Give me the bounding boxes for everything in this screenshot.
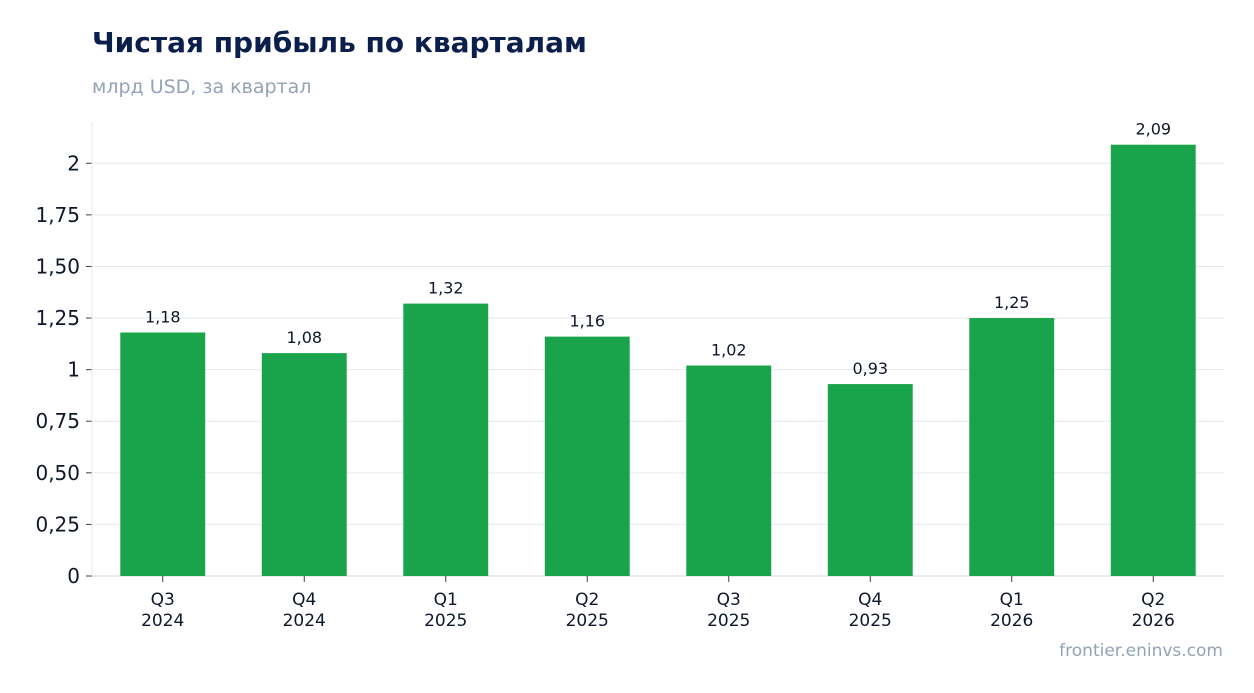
chart-subtitle: млрд USD, за квартал bbox=[92, 76, 312, 98]
source-credit: frontier.eninvs.com bbox=[1059, 641, 1223, 661]
bar-value-label: 1,16 bbox=[569, 312, 605, 331]
x-tick-label-year: 2025 bbox=[707, 611, 750, 631]
y-tick-label: 0 bbox=[67, 564, 80, 588]
x-tick-label-year: 2025 bbox=[849, 611, 892, 631]
bar bbox=[686, 365, 772, 576]
x-tick-label-quarter: Q4 bbox=[858, 590, 882, 610]
chart-title: Чистая прибыль по кварталам bbox=[92, 26, 587, 59]
y-tick-label: 2 bbox=[67, 151, 80, 175]
bar bbox=[261, 353, 347, 576]
y-tick-label: 0,25 bbox=[35, 512, 80, 536]
y-tick-label: 1 bbox=[67, 358, 80, 382]
x-tick-label-quarter: Q3 bbox=[717, 590, 741, 610]
bar bbox=[969, 318, 1055, 576]
x-tick-label-year: 2024 bbox=[283, 611, 326, 631]
bar bbox=[403, 303, 489, 576]
x-tick-label-year: 2024 bbox=[141, 611, 184, 631]
x-tick-label-quarter: Q2 bbox=[575, 590, 599, 610]
bar bbox=[120, 332, 206, 576]
bar-value-label: 1,08 bbox=[286, 328, 322, 347]
x-tick-label-year: 2026 bbox=[990, 611, 1033, 631]
bar-value-label: 0,93 bbox=[852, 359, 888, 378]
bar bbox=[827, 384, 913, 576]
bar-value-label: 1,32 bbox=[428, 279, 464, 298]
y-tick-label: 1,50 bbox=[35, 254, 80, 278]
y-tick-label: 0,75 bbox=[35, 409, 80, 433]
bar bbox=[1110, 144, 1196, 576]
bar-value-label: 1,25 bbox=[994, 293, 1030, 312]
y-tick-label: 0,50 bbox=[35, 461, 80, 485]
bar-value-label: 1,18 bbox=[145, 307, 181, 326]
y-tick-label: 1,75 bbox=[35, 203, 80, 227]
x-tick-label-quarter: Q4 bbox=[292, 590, 316, 610]
x-tick-label-quarter: Q2 bbox=[1141, 590, 1165, 610]
bar bbox=[544, 336, 630, 576]
x-tick-label-quarter: Q1 bbox=[1000, 590, 1024, 610]
x-tick-label-year: 2026 bbox=[1132, 611, 1175, 631]
x-tick-label-year: 2025 bbox=[566, 611, 609, 631]
x-tick-label-year: 2025 bbox=[424, 611, 467, 631]
x-tick-label-quarter: Q3 bbox=[151, 590, 175, 610]
y-tick-label: 1,25 bbox=[35, 306, 80, 330]
bar-value-label: 2,09 bbox=[1135, 120, 1171, 139]
bar-value-label: 1,02 bbox=[711, 341, 747, 360]
x-tick-label-quarter: Q1 bbox=[434, 590, 458, 610]
